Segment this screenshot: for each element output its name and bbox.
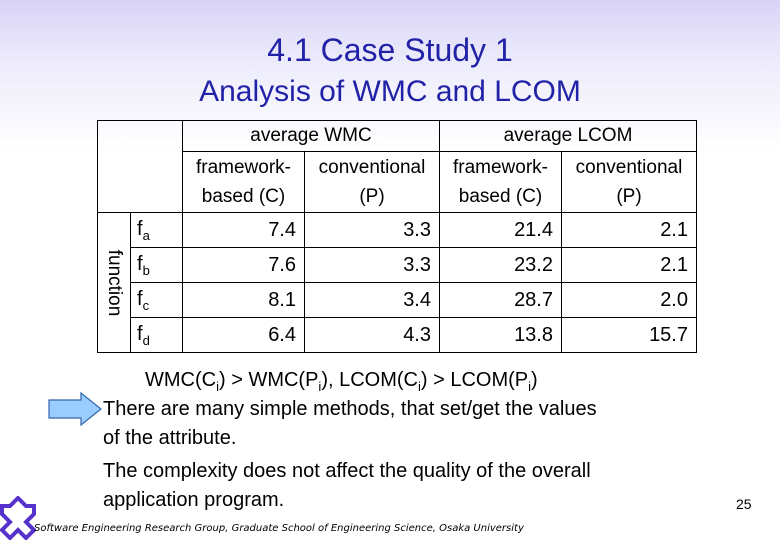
row-label: fb <box>130 247 183 283</box>
table-row: function fa 7.4 3.3 21.4 2.1 <box>97 212 697 353</box>
cell-wmc-c: 7.4 <box>182 212 305 248</box>
table-row: fc 8.1 3.4 28.7 2.0 <box>98 282 697 318</box>
cell-lcom-p: 2.1 <box>561 212 697 248</box>
cell-lcom-c: 13.8 <box>439 317 562 353</box>
table-corner-cell <box>97 120 183 213</box>
header-wmc-framework: framework- based (C) <box>182 151 305 213</box>
row-label: fd <box>130 317 183 353</box>
row-label: fc <box>130 282 183 318</box>
cell-lcom-c: 28.7 <box>439 282 562 318</box>
cell-wmc-p: 3.3 <box>304 212 440 248</box>
note-line-4: application program. <box>103 489 285 511</box>
header-lcom-conventional: conventional (P) <box>561 151 697 213</box>
header-lcom-framework: framework- based (C) <box>439 151 562 213</box>
metrics-table: average WMC average LCOM framework- base… <box>97 120 697 353</box>
cell-lcom-c: 21.4 <box>439 212 562 248</box>
row-group-function: function <box>97 212 131 353</box>
slide-title: 4.1 Case Study 1 <box>267 32 513 68</box>
row-label: fa <box>130 212 183 248</box>
cell-wmc-p: 4.3 <box>304 317 440 353</box>
cell-wmc-p: 3.4 <box>304 282 440 318</box>
cell-wmc-c: 8.1 <box>182 282 305 318</box>
cell-lcom-p: 2.1 <box>561 247 697 283</box>
note-line-2: of the attribute. <box>103 427 237 449</box>
cell-lcom-p: 15.7 <box>561 317 697 353</box>
table-row: fd 6.4 4.3 13.8 15.7 <box>98 317 697 353</box>
table-row: fb 7.6 3.3 23.2 2.1 <box>98 247 697 283</box>
note-line-3: The complexity does not affect the quali… <box>103 460 591 482</box>
cell-wmc-p: 3.3 <box>304 247 440 283</box>
cell-lcom-c: 23.2 <box>439 247 562 283</box>
inequality-line: WMC(Ci) > WMC(Pi), LCOM(Ci) > LCOM(Pi) <box>145 369 538 394</box>
cell-wmc-c: 7.6 <box>182 247 305 283</box>
cell-lcom-p: 2.0 <box>561 282 697 318</box>
cell-wmc-c: 6.4 <box>182 317 305 353</box>
university-logo-icon <box>0 496 36 540</box>
header-wmc-conventional: conventional (P) <box>304 151 440 213</box>
header-average-wmc: average WMC <box>182 120 440 152</box>
footer-credit: Software Engineering Research Group, Gra… <box>34 523 524 534</box>
right-arrow-icon <box>48 391 102 427</box>
page-number: 25 <box>736 496 752 512</box>
slide-subtitle: Analysis of WMC and LCOM <box>199 75 581 108</box>
note-line-1: There are many simple methods, that set/… <box>103 398 597 420</box>
header-average-lcom: average LCOM <box>439 120 697 152</box>
